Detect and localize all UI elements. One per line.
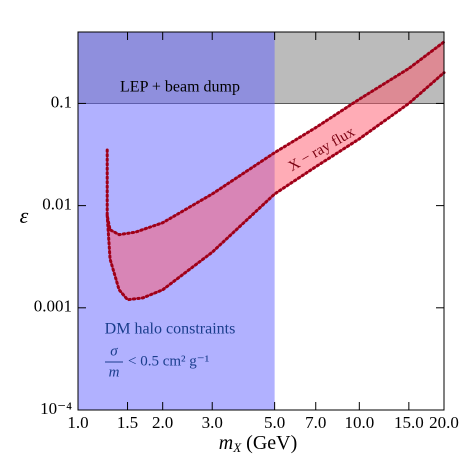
annotation: m [109, 364, 120, 380]
y-tick-label: 0.1 [51, 92, 72, 111]
region-label: DM halo constraints [105, 321, 236, 338]
y-tick-label: 10⁻⁴ [40, 399, 72, 418]
annotation: < 0.5 cm² g⁻¹ [128, 353, 209, 369]
x-label-main: m [219, 432, 233, 454]
x-tick-label: 15.0 [394, 413, 424, 432]
x-axis-label: mX (GeV) [219, 432, 298, 455]
x-tick-label: 7.0 [305, 413, 326, 432]
y-axis-label: ε [20, 203, 29, 228]
curve [105, 40, 446, 237]
x-tick-label: 2.0 [152, 413, 173, 432]
x-tick-label: 20.0 [429, 413, 459, 432]
y-tick-label: 0.01 [42, 195, 72, 214]
x-tick-label: 3.0 [202, 413, 223, 432]
x-tick-label: 1.0 [67, 413, 88, 432]
band-fill [107, 41, 445, 300]
curve [105, 71, 446, 302]
frame [77, 31, 445, 411]
x-label-sub: X [232, 440, 242, 455]
y-tick-label: 0.001 [34, 297, 72, 316]
x-label-unit: (GeV) [246, 432, 297, 454]
x-tick-label: 1.5 [117, 413, 138, 432]
region-label: LEP + beam dump [120, 79, 240, 96]
x-tick-label: 5.0 [264, 413, 285, 432]
annotation: σ [110, 343, 118, 359]
x-tick-label: 10.0 [344, 413, 374, 432]
